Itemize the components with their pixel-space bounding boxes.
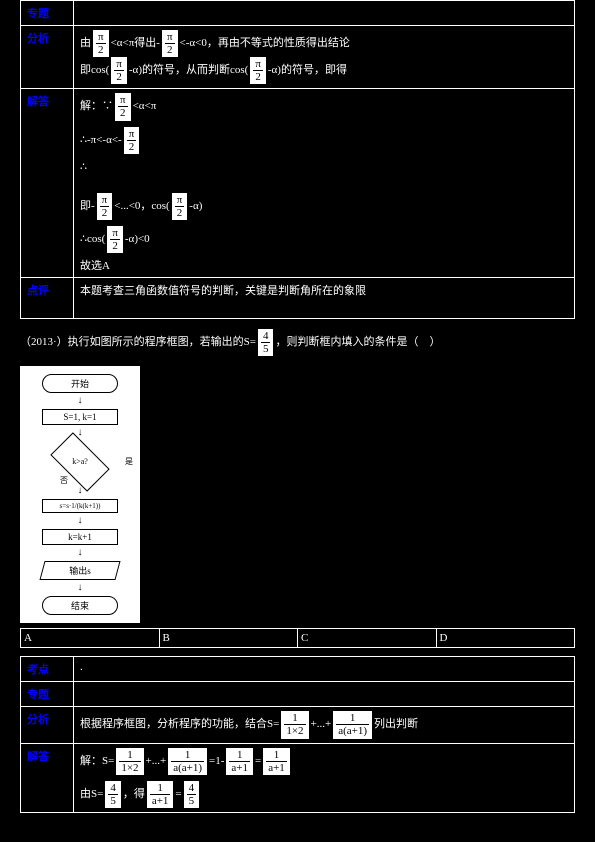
solve-cell-2: 解：S=11×2+...+1a(a+1)=1-1a+1=1a+1 由S=45，得… — [74, 743, 575, 812]
analysis-label: 分析 — [21, 26, 74, 89]
comment-label: 点评 — [21, 278, 74, 319]
solve-cell: 解：∵π2<α<π ∴-π<-α<-π2 ∴ 即-π2<...<0，cos(π2… — [74, 89, 575, 278]
comment-cell: 本题考查三角函数值符号的判断，关键是判断角所在的象限 — [74, 278, 575, 319]
analysis-cell: 由π2<α<π得出-π2<-α<0，再由不等式的性质得出结论 即cos(π2-α… — [74, 26, 575, 89]
flowchart: 开始 ↓ S=1, k=1 ↓ k>a?是否 ↓ s=s·1/(k(k+1)) … — [20, 366, 140, 623]
analysis-label-2: 分析 — [21, 707, 74, 743]
analysis-table-2: 考点. 专题 分析 根据程序框图，分析程序的功能，结合S=11×2+...+1a… — [20, 656, 575, 813]
analysis-cell-2: 根据程序框图，分析程序的功能，结合S=11×2+...+1a(a+1)列出判断 — [74, 707, 575, 743]
answer-options: A B C D — [20, 628, 575, 648]
option-a[interactable]: A — [20, 628, 159, 648]
point-label: 考点 — [21, 657, 74, 682]
solve-label: 解答 — [21, 89, 74, 278]
topic-label-2: 专题 — [21, 682, 74, 707]
question-text: （2013·）执行如图所示的程序框图，若输出的S=45，则判断框内填入的条件是（… — [20, 329, 575, 356]
topic-cell — [74, 1, 575, 26]
topic-label: 专题 — [21, 1, 74, 26]
option-c[interactable]: C — [297, 628, 436, 648]
option-b[interactable]: B — [159, 628, 298, 648]
solve-label-2: 解答 — [21, 743, 74, 812]
option-d[interactable]: D — [436, 628, 576, 648]
analysis-table-1: 专题 分析 由π2<α<π得出-π2<-α<0，再由不等式的性质得出结论 即co… — [20, 0, 575, 319]
